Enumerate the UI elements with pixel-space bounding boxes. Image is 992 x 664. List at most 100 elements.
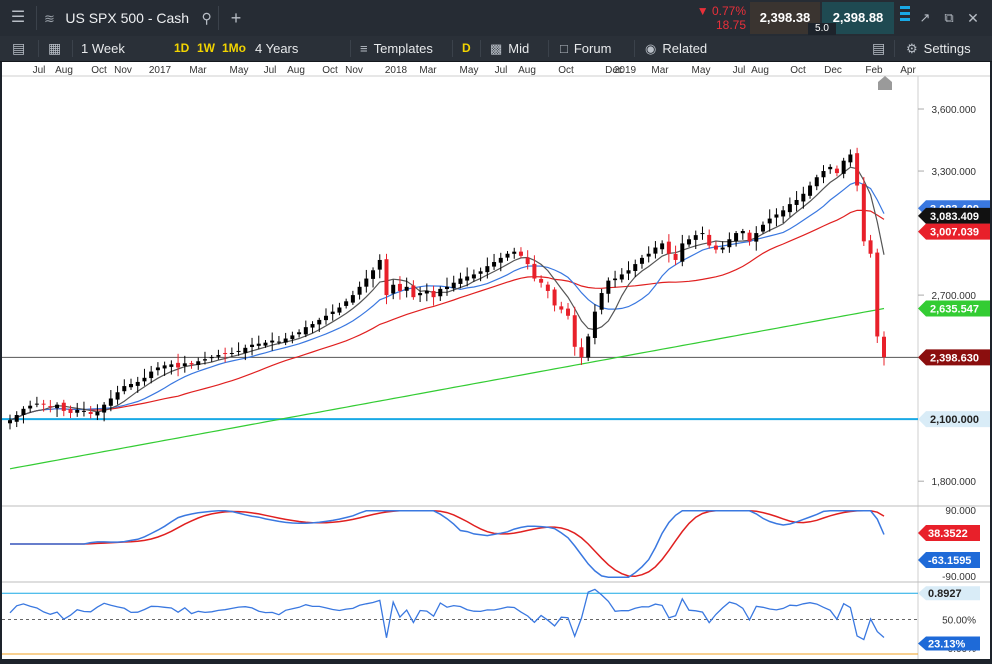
notes-icon[interactable]: ▤ (872, 40, 886, 56)
indicator-2-current-tag: 23.13% (918, 636, 980, 651)
signal-icon (900, 6, 910, 30)
ma-mid-line (9, 181, 885, 421)
time-axis-label: Feb (865, 65, 883, 76)
indicator-1-blue-tag-label: -63.1595 (928, 555, 971, 567)
expand-icon[interactable]: ↗ (919, 10, 931, 25)
candle (586, 333, 591, 362)
time-axis-label: Jul (33, 65, 46, 76)
ma-slow-line (9, 209, 885, 421)
candle (767, 209, 772, 232)
candle (707, 229, 712, 249)
current-price-tag: 2,398.630 (918, 349, 992, 366)
candles-icon: ▩ (490, 41, 503, 56)
candle (821, 165, 826, 184)
down-arrow-icon: ▼ (696, 4, 709, 18)
add-tab-icon[interactable]: + (230, 8, 242, 28)
candle (263, 339, 268, 348)
templates-button[interactable]: ≡ Templates (360, 36, 433, 61)
time-axis-label: Mar (189, 65, 207, 76)
indicator-2-line (9, 588, 885, 641)
divider (548, 40, 549, 57)
forum-button[interactable]: □ Forum (560, 36, 611, 61)
settings-button[interactable]: ⚙ Settings (906, 36, 971, 61)
candle (81, 401, 86, 417)
candle (155, 362, 160, 376)
close-icon[interactable]: ✕ (967, 10, 979, 26)
time-axis-label: Mar (419, 65, 437, 76)
candle (498, 252, 503, 272)
change-pct: 0.77% (711, 4, 746, 18)
candle (196, 357, 201, 370)
candle (445, 277, 449, 296)
buy-price: 2,398.88 (832, 10, 884, 25)
candle (223, 347, 228, 363)
quick-interval-1mo[interactable]: 1Mo (222, 41, 246, 55)
scroll-home-icon[interactable] (878, 76, 892, 90)
chart-line-icon: ≋ (44, 11, 55, 26)
popout-icon[interactable]: ⧉ (944, 10, 954, 25)
support-tag-label: 2,100.000 (930, 414, 979, 426)
candle (377, 254, 382, 279)
candle (34, 396, 39, 408)
candle (384, 253, 389, 305)
price-chart[interactable]: Jul Aug Oct Nov 2017 Mar May Jul Aug Oct Nov 2018 Ma… (2, 62, 992, 659)
price-axis-label: 3,300.000 (932, 167, 977, 178)
candle (371, 267, 376, 288)
candle (411, 280, 416, 300)
candle (653, 241, 658, 259)
candle (633, 259, 638, 278)
candle (169, 360, 174, 375)
indicator-panel-1: 90.000 -90.000 38.3522 -63.1595 (10, 506, 980, 583)
divider (634, 40, 635, 57)
support-tag: 2,100.000 (918, 411, 992, 428)
candle (250, 337, 255, 356)
instrument-tab[interactable]: ≋ US SPX 500 - Cash ⚲ (44, 0, 212, 36)
chart-panel[interactable]: Jul Aug Oct Nov 2017 Mar May Jul Aug Oct Nov 2018 Ma… (2, 62, 992, 659)
range-select[interactable]: 4 Years (255, 41, 299, 56)
ma-fast-tag-label: 3,083.409 (930, 211, 979, 223)
ma-long-tag: 2,635.547 (918, 300, 992, 317)
candle (108, 390, 113, 412)
search-icon[interactable]: ⚲ (201, 10, 212, 26)
interval-select[interactable]: 1 Week (81, 41, 125, 56)
divider (480, 40, 481, 57)
divider (218, 6, 219, 30)
candle (693, 230, 698, 250)
candle (236, 342, 241, 356)
quick-interval-1d[interactable]: 1D (174, 41, 190, 55)
indicator-1-blue-tag: -63.1595 (918, 552, 980, 568)
divider (452, 40, 453, 57)
candle (572, 306, 577, 356)
candle (734, 231, 739, 247)
candle (660, 240, 665, 255)
candle (592, 304, 597, 345)
time-axis-label: Nov (114, 65, 132, 76)
gear-icon: ⚙ (906, 41, 918, 56)
price-type-button[interactable]: ▩ Mid (490, 36, 529, 61)
candle (505, 251, 510, 261)
candle (626, 261, 631, 281)
price-axis-label: 1,800.000 (932, 477, 977, 488)
candle (55, 402, 60, 417)
candle (48, 399, 53, 413)
price-type-letter[interactable]: D (462, 41, 471, 55)
sell-price-button[interactable]: 2,398.38 (750, 2, 820, 34)
candle (41, 399, 46, 412)
candle (760, 221, 765, 234)
instrument-name: US SPX 500 - Cash (65, 10, 190, 26)
candle (861, 176, 866, 246)
indicator-2-top-tag: 0.8927 (918, 586, 980, 601)
related-button[interactable]: ◉ Related (645, 36, 707, 61)
candle (149, 365, 154, 384)
layout-icon[interactable]: ▦ (48, 40, 62, 56)
quick-interval-1w[interactable]: 1W (197, 41, 215, 55)
time-axis-label: Oct (322, 65, 338, 76)
candle (720, 241, 725, 254)
menu-icon[interactable]: ☰ (10, 9, 26, 26)
list-icon[interactable]: ▤ (12, 40, 26, 56)
candle (687, 235, 692, 247)
candle (317, 317, 322, 332)
current-price-tag-label: 2,398.630 (930, 352, 979, 364)
candle (344, 298, 349, 309)
candle (256, 335, 261, 350)
